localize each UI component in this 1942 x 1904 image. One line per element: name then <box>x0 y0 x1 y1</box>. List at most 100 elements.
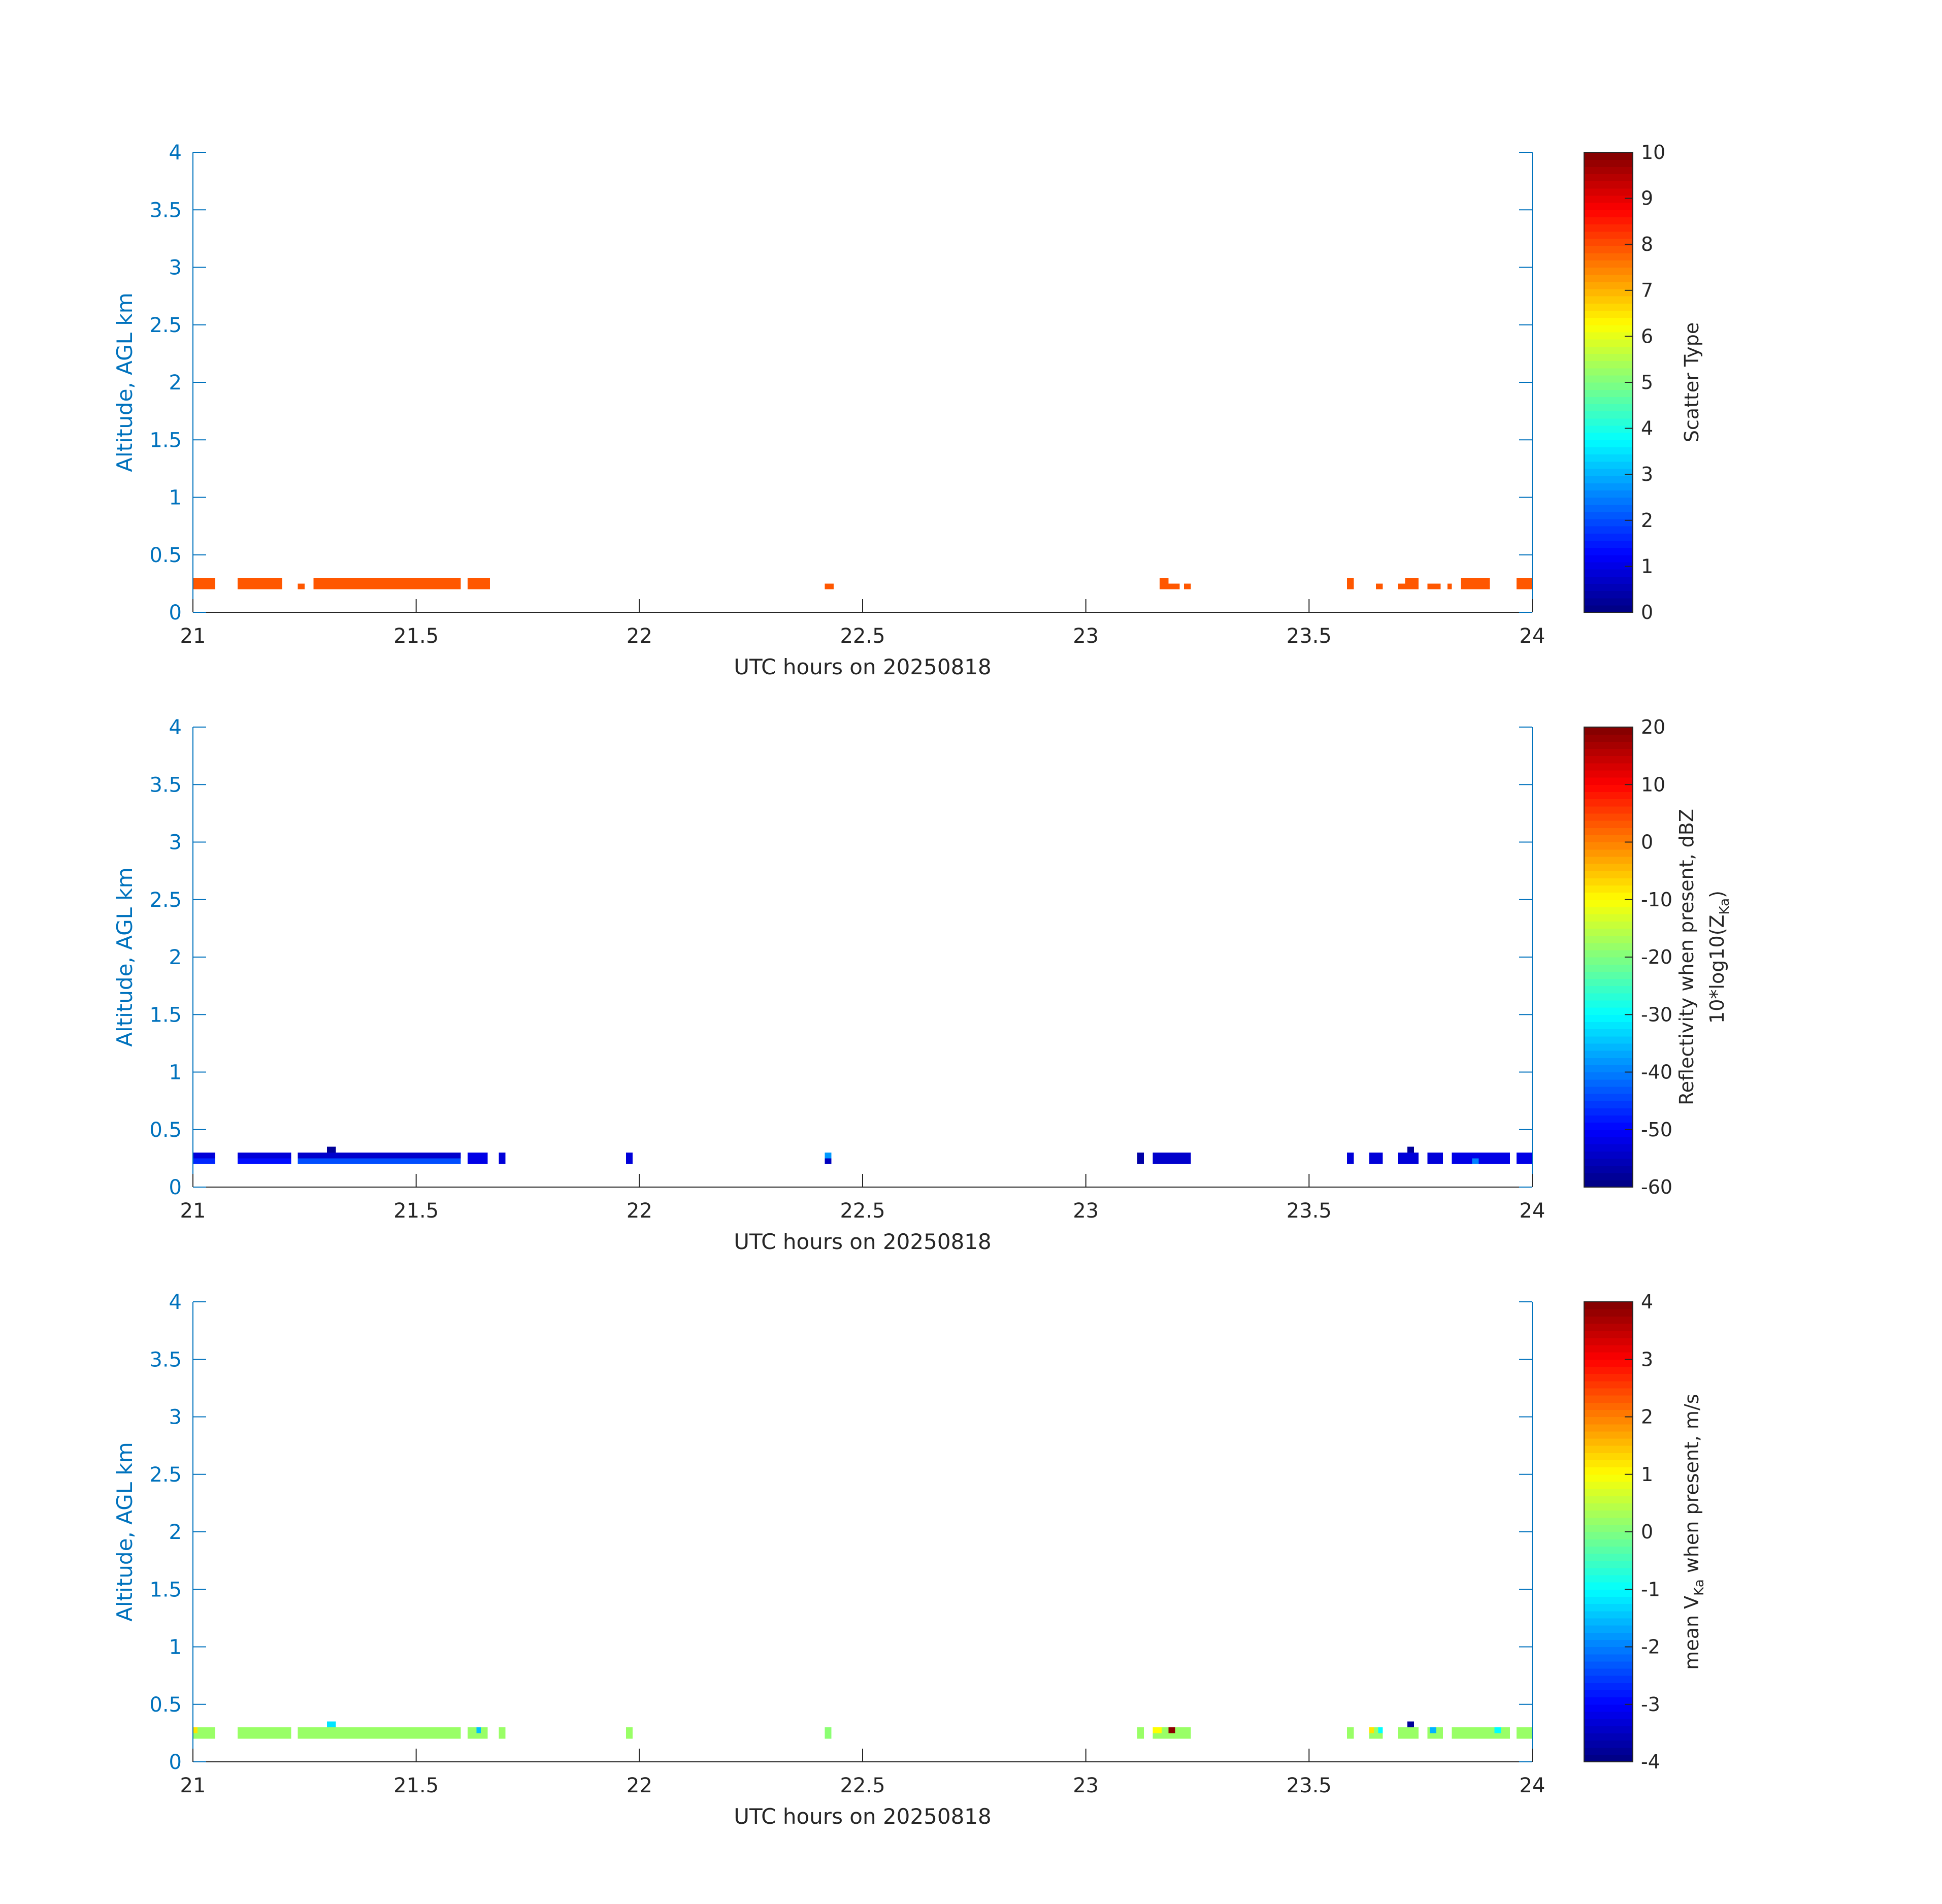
colorbar-segment <box>1584 1503 1633 1511</box>
colorbar-segment <box>1584 231 1633 239</box>
colorbar-segment <box>1584 1323 1633 1331</box>
colorbar-segment <box>1584 1395 1633 1403</box>
colorbar-segment <box>1584 526 1633 534</box>
colorbar-segment <box>1584 339 1633 347</box>
y-tick-label: 3.5 <box>149 773 182 797</box>
colorbar-segment <box>1584 1381 1633 1389</box>
colorbar-segment <box>1584 748 1633 757</box>
colorbar-segment <box>1584 1697 1633 1705</box>
data-cell <box>237 1727 291 1739</box>
colorbar-segment <box>1584 368 1633 376</box>
colorbar-segment <box>1584 174 1633 182</box>
x-tick-label: 21 <box>180 625 206 648</box>
colorbar-segment <box>1584 1014 1633 1023</box>
y-tick-label: 0 <box>169 601 182 625</box>
colorbar-segment <box>1584 332 1633 340</box>
data-cell <box>626 1727 633 1739</box>
colorbar-segment <box>1584 1474 1633 1482</box>
colorbar-tick-label: -20 <box>1641 946 1672 968</box>
x-tick-label: 22.5 <box>840 1199 885 1223</box>
colorbar-segment <box>1584 1093 1633 1101</box>
data-cell <box>298 1727 461 1739</box>
colorbar-segment <box>1584 476 1633 483</box>
colorbar-segment <box>1584 878 1633 886</box>
colorbar-segment <box>1584 1453 1633 1461</box>
colorbar-segment <box>1584 993 1633 1001</box>
colorbar-segment <box>1584 1532 1633 1539</box>
colorbar-segment <box>1584 167 1633 175</box>
colorbar-segment <box>1584 1158 1633 1166</box>
colorbar-segment <box>1584 1747 1633 1755</box>
colorbar-segment <box>1584 203 1633 210</box>
colorbar-label-line1: Reflectivity when present, dBZ <box>1675 809 1698 1105</box>
y-tick-label: 3 <box>169 256 182 280</box>
data-cell <box>1447 583 1452 589</box>
y-tick-label: 0 <box>169 1751 182 1774</box>
colorbar-segment <box>1584 188 1633 196</box>
colorbar-segment <box>1584 906 1633 914</box>
data-cell <box>1472 1158 1479 1164</box>
data-cell <box>1398 1727 1419 1739</box>
y-axis-label: Altitude, AGL km <box>112 1442 137 1621</box>
colorbar-segment <box>1584 195 1633 203</box>
colorbar-segment <box>1584 540 1633 548</box>
data-cell <box>1398 1153 1419 1164</box>
colorbar-label-line2: 10*log10(ZKa) <box>1706 891 1732 1024</box>
colorbar-segment <box>1584 1417 1633 1425</box>
x-tick-label: 22 <box>627 1199 652 1223</box>
data-cell <box>1378 1727 1383 1733</box>
colorbar-tick-label: 0 <box>1641 831 1653 853</box>
colorbar-segment <box>1584 1647 1633 1655</box>
colorbar-segment <box>1584 1122 1633 1130</box>
data-cell <box>1153 1153 1191 1164</box>
colorbar-segment <box>1584 942 1633 950</box>
colorbar-segment <box>1584 1129 1633 1137</box>
colorbar-segment <box>1584 1446 1633 1453</box>
data-cell <box>1159 578 1169 589</box>
data-cell <box>193 1153 215 1159</box>
colorbar-tick-label: 8 <box>1641 233 1653 255</box>
colorbar-segment <box>1584 1051 1633 1058</box>
data-cell <box>1461 578 1490 589</box>
colorbar-label-text: ) <box>1706 891 1728 898</box>
colorbar-segment <box>1584 986 1633 994</box>
colorbar-segment <box>1584 605 1633 613</box>
colorbar-segment <box>1584 1539 1633 1547</box>
colorbar-tick-label: 4 <box>1641 1291 1653 1313</box>
colorbar-segment <box>1584 1065 1633 1073</box>
colorbar-tick-label: 2 <box>1641 1406 1653 1428</box>
colorbar-segment <box>1584 281 1633 289</box>
colorbar-segment <box>1584 461 1633 469</box>
colorbar-segment <box>1584 1007 1633 1015</box>
colorbar-segment <box>1584 1517 1633 1525</box>
colorbar-tick-label: 6 <box>1641 325 1653 347</box>
colorbar-segment <box>1584 490 1633 498</box>
colorbar-segment <box>1584 1388 1633 1396</box>
data-cell <box>1494 1727 1501 1733</box>
colorbar-segment <box>1584 1460 1633 1468</box>
data-cell <box>326 1721 336 1728</box>
y-tick-label: 2.5 <box>149 314 182 337</box>
colorbar-label-text: mean V <box>1681 1596 1703 1670</box>
colorbar-segment <box>1584 1431 1633 1439</box>
colorbar-segment <box>1584 1086 1633 1094</box>
colorbar-segment <box>1584 1309 1633 1317</box>
colorbar-segment <box>1584 835 1633 843</box>
colorbar-segment <box>1584 1344 1633 1353</box>
x-tick-label: 22 <box>627 1774 652 1797</box>
colorbar-segment <box>1584 418 1633 426</box>
colorbar-segment <box>1584 820 1633 828</box>
x-tick-label: 24 <box>1520 625 1545 648</box>
colorbar-segment <box>1584 569 1633 577</box>
colorbar-segment <box>1584 1639 1633 1648</box>
colorbar-segment <box>1584 1101 1633 1108</box>
data-cell <box>1347 578 1354 589</box>
colorbar-segment <box>1584 1337 1633 1345</box>
data-cell <box>298 583 305 589</box>
colorbar-tick-label: 1 <box>1641 555 1653 577</box>
data-cell <box>1517 1153 1532 1164</box>
y-tick-label: 0.5 <box>149 1693 182 1717</box>
y-tick-label: 1 <box>169 486 182 510</box>
